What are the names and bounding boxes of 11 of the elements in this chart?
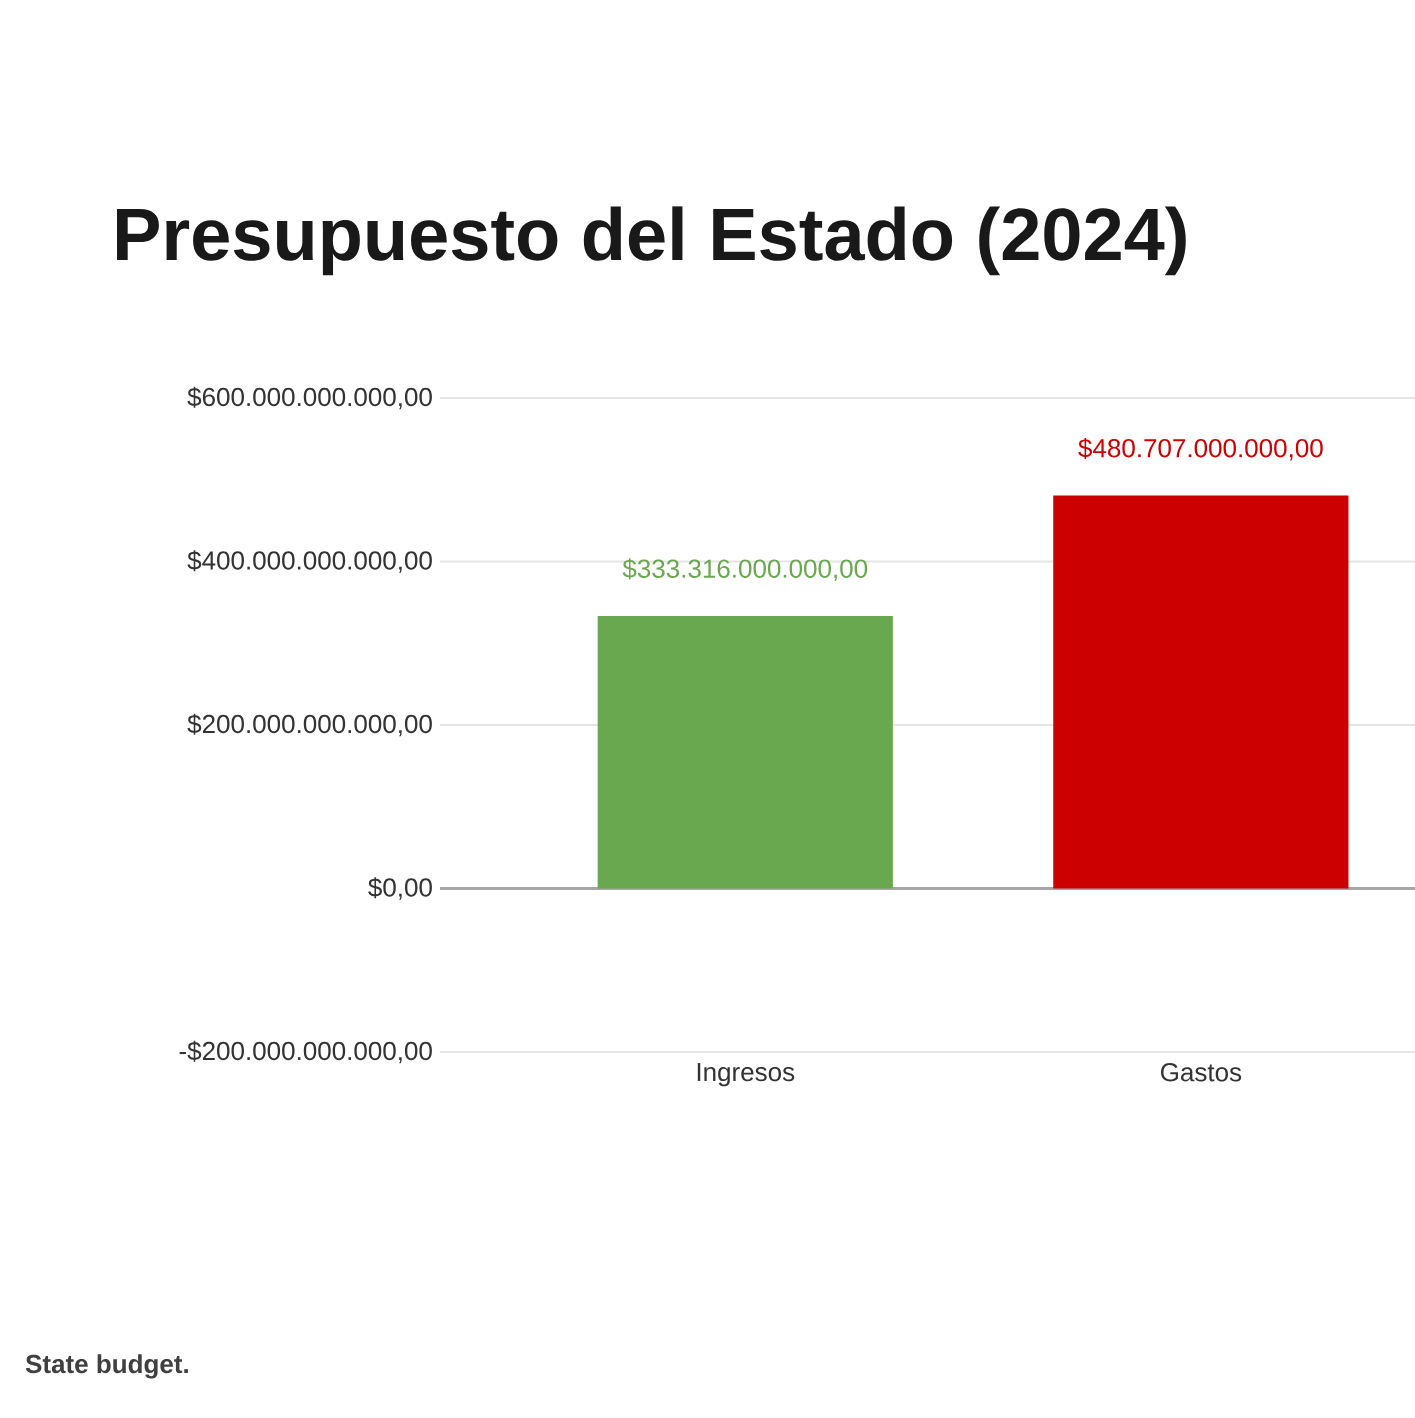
x-tick-label: Gastos	[1161, 1063, 1242, 1082]
data-label: $480.707.000.000,00	[1078, 437, 1323, 461]
data-label: $333.316.000.000,00	[622, 558, 868, 581]
y-tick-label: -$200.000.000.000,00	[179, 1040, 432, 1064]
x-tick-label: Ingresos	[697, 1063, 795, 1087]
y-tick-label: $0,00	[368, 877, 432, 900]
text: State budget.	[25, 1354, 188, 1379]
y-tick-label: $600.000.000.000,00	[187, 386, 432, 410]
chart-title: Presupuesto del Estado (2024)	[117, 206, 1186, 276]
y-tick-label: $400.000.000.000,00	[187, 550, 432, 573]
y-tick-label: $200.000.000.000,00	[187, 713, 432, 737]
